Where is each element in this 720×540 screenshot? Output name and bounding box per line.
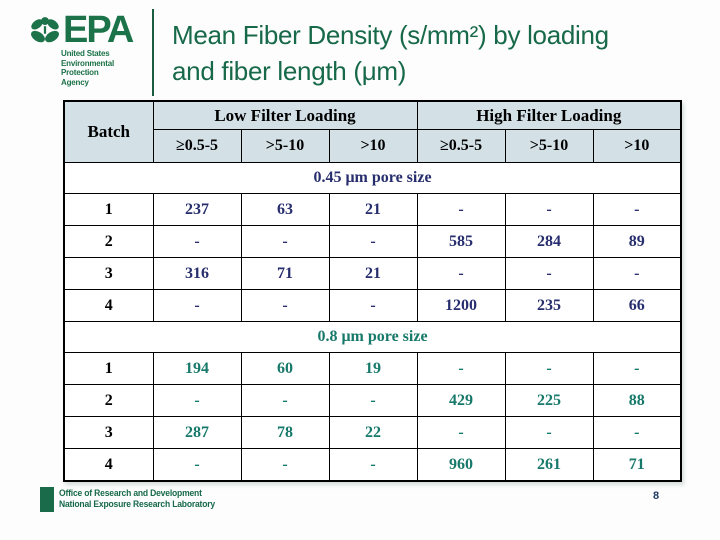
epa-wordmark: EPA [63,9,134,51]
value-cell: - [240,225,330,258]
value-cell: - [240,448,330,482]
table-row: 1 194 60 19 - - - [63,352,682,385]
value-cell: 63 [240,193,330,226]
batch-cell: 2 [63,384,154,417]
value-cell: - [592,416,682,449]
slide-title: Mean Fiber Density (s/mm²) by loading an… [172,17,692,89]
epa-tagline-line2: Environmental Protection [61,58,114,78]
value-cell: 66 [592,289,682,322]
title-divider [152,9,154,96]
value-cell: - [592,193,682,226]
low-filter-loading-header: Low Filter Loading [152,100,418,130]
value-cell: 287 [152,416,242,449]
epa-tagline-line1: United States [61,49,110,58]
value-cell: - [504,257,594,290]
epa-tagline-line3: Agency [61,77,89,87]
table-row: 2 - - - 429 225 88 [63,384,682,417]
value-cell: 71 [592,448,682,482]
value-cell: - [416,193,506,226]
value-cell: - [328,384,418,417]
table-row: 4 - - - 960 261 71 [63,448,682,482]
section-row-08: 0.8 μm pore size [63,321,682,353]
value-cell: - [416,416,506,449]
sub-header-row: ≥0.5-5 >5-10 >10 ≥0.5-5 >5-10 >10 [64,129,682,163]
value-cell: - [328,289,418,322]
footer-org-line2: National Exposure Research Laboratory [59,499,215,509]
sub-header-cell: >5-10 [504,129,594,163]
value-cell: - [328,225,418,258]
sub-header-cell: >10 [328,129,418,163]
batch-cell: 4 [63,448,154,482]
group-header-row: Batch Low Filter Loading High Filter Loa… [63,100,682,163]
batch-cell: 3 [63,257,154,290]
value-cell: - [504,193,594,226]
value-cell: 237 [152,193,242,226]
table-row: 1 237 63 21 - - - [63,193,682,226]
sub-header-cell: ≥0.5-5 [416,129,506,163]
table-row: 3 287 78 22 - - - [63,416,682,449]
section-label-045: 0.45 μm pore size [63,162,682,194]
footer-green-square [40,487,54,512]
batch-header: Batch [63,100,154,163]
epa-tagline: United States Environmental Protection A… [61,49,153,87]
footer-organization: Office of Research and Development Natio… [59,488,215,510]
value-cell: 225 [504,384,594,417]
value-cell: - [592,352,682,385]
table-row: 4 - - - 1200 235 66 [63,289,682,322]
value-cell: 71 [240,257,330,290]
value-cell: - [416,352,506,385]
fiber-density-table: Batch Low Filter Loading High Filter Loa… [63,100,683,482]
value-cell: 194 [152,352,242,385]
value-cell: 261 [504,448,594,482]
value-cell: 88 [592,384,682,417]
slide-title-line2: and fiber length (μm) [172,56,407,86]
table-row: 2 - - - 585 284 89 [63,225,682,258]
batch-cell: 1 [63,352,154,385]
value-cell: 585 [416,225,506,258]
value-cell: 429 [416,384,506,417]
value-cell: - [592,257,682,290]
batch-cell: 3 [63,416,154,449]
value-cell: - [152,225,242,258]
footer-org-line1: Office of Research and Development [59,488,202,498]
value-cell: 316 [152,257,242,290]
value-cell: 60 [240,352,330,385]
section-label-08: 0.8 μm pore size [63,321,682,353]
value-cell: 22 [328,416,418,449]
value-cell: - [504,416,594,449]
slide-title-line1: Mean Fiber Density (s/mm²) by loading [172,20,609,50]
value-cell: 284 [504,225,594,258]
value-cell: 21 [328,257,418,290]
section-row-045: 0.45 μm pore size [63,162,682,194]
value-cell: 21 [328,193,418,226]
value-cell: 78 [240,416,330,449]
sub-header-cell: ≥0.5-5 [152,129,242,163]
batch-cell: 1 [63,193,154,226]
value-cell: - [504,352,594,385]
table-row: 3 316 71 21 - - - [63,257,682,290]
value-cell: - [152,289,242,322]
value-cell: 235 [504,289,594,322]
value-cell: - [240,289,330,322]
value-cell: - [152,384,242,417]
value-cell: 89 [592,225,682,258]
batch-cell: 2 [63,225,154,258]
value-cell: - [416,257,506,290]
value-cell: 19 [328,352,418,385]
value-cell: - [152,448,242,482]
value-cell: - [328,448,418,482]
value-cell: - [240,384,330,417]
epa-flower-icon [31,17,59,43]
value-cell: 1200 [416,289,506,322]
high-filter-loading-header: High Filter Loading [416,100,682,130]
sub-header-cell: >10 [592,129,682,163]
batch-cell: 4 [63,289,154,322]
value-cell: 960 [416,448,506,482]
sub-header-cell: >5-10 [240,129,330,163]
page-number: 8 [653,490,660,502]
epa-logo: EPA United States Environmental Protecti… [28,9,153,87]
